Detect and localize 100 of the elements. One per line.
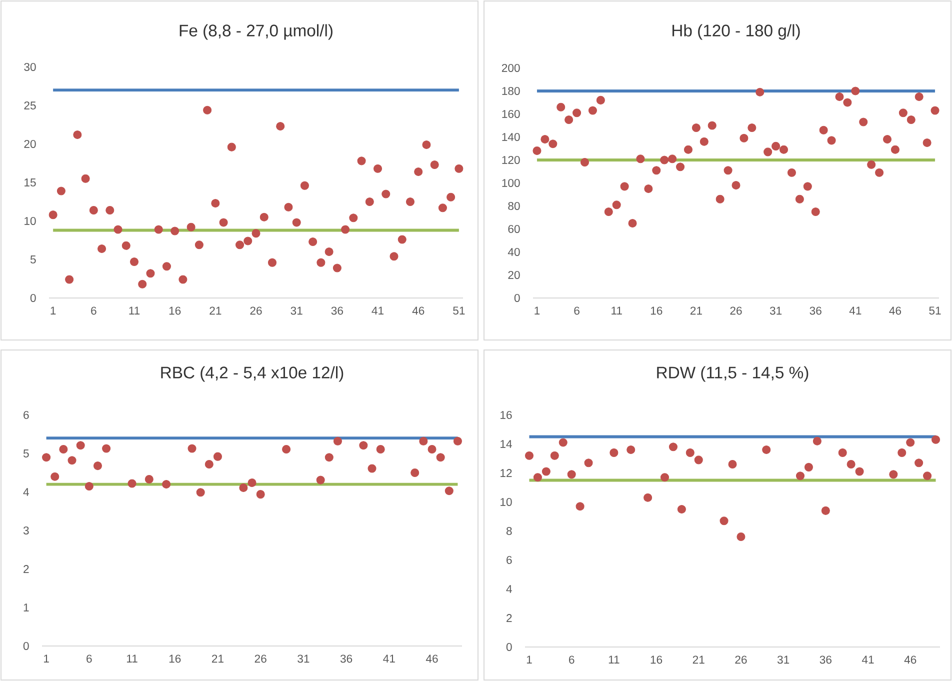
point bbox=[204, 460, 214, 469]
point bbox=[203, 106, 212, 114]
point bbox=[213, 452, 222, 461]
point bbox=[700, 137, 708, 146]
point bbox=[93, 462, 102, 470]
point bbox=[239, 483, 248, 492]
x-tick-label: 16 bbox=[169, 306, 181, 315]
point bbox=[812, 436, 822, 446]
point bbox=[76, 441, 85, 450]
y-tick-label: 80 bbox=[508, 202, 520, 210]
y-tick-label: 10 bbox=[24, 216, 36, 225]
point bbox=[567, 470, 576, 479]
point bbox=[532, 146, 542, 156]
point bbox=[819, 126, 828, 134]
point bbox=[284, 202, 293, 212]
y-tick-label: 30 bbox=[24, 62, 36, 71]
point bbox=[668, 442, 678, 452]
point bbox=[556, 102, 566, 112]
point bbox=[438, 204, 447, 212]
point bbox=[68, 456, 76, 465]
point bbox=[410, 468, 420, 478]
point bbox=[779, 145, 788, 154]
y-tick-label: 0 bbox=[30, 294, 36, 302]
x-tick-label: 16 bbox=[169, 654, 181, 663]
point bbox=[73, 130, 82, 140]
point bbox=[756, 88, 764, 96]
point bbox=[827, 136, 836, 145]
point bbox=[365, 197, 374, 206]
point bbox=[668, 154, 677, 164]
point bbox=[692, 124, 700, 132]
x-tick-label: 1 bbox=[526, 656, 532, 664]
x-tick-label: 36 bbox=[340, 654, 352, 663]
point bbox=[235, 240, 244, 250]
point bbox=[144, 475, 154, 484]
x-tick-label: 41 bbox=[849, 306, 862, 314]
point bbox=[300, 181, 309, 190]
point bbox=[558, 438, 568, 447]
point bbox=[324, 453, 334, 462]
point bbox=[604, 207, 613, 216]
point bbox=[660, 156, 669, 164]
point bbox=[524, 451, 534, 460]
point bbox=[42, 453, 51, 462]
point bbox=[906, 438, 915, 447]
x-tick-label: 31 bbox=[298, 654, 310, 663]
y-tick-label: 15 bbox=[24, 178, 36, 186]
x-tick-label: 41 bbox=[383, 654, 395, 662]
point bbox=[349, 214, 358, 222]
point bbox=[48, 210, 58, 220]
point bbox=[636, 154, 645, 164]
point bbox=[588, 106, 597, 115]
point bbox=[341, 225, 350, 234]
x-tick-label: 6 bbox=[569, 656, 574, 664]
point bbox=[914, 92, 924, 102]
point bbox=[376, 444, 385, 454]
point bbox=[324, 248, 334, 256]
point bbox=[50, 472, 60, 481]
point bbox=[684, 145, 693, 154]
x-tick-label: 31 bbox=[290, 306, 302, 315]
point bbox=[382, 190, 390, 198]
x-tick-label: 11 bbox=[608, 656, 620, 664]
point bbox=[838, 448, 847, 457]
point bbox=[248, 478, 256, 488]
point bbox=[65, 275, 74, 284]
x-tick-label: 1 bbox=[44, 654, 49, 662]
point bbox=[748, 124, 756, 132]
point bbox=[146, 269, 155, 278]
point bbox=[428, 444, 436, 454]
point bbox=[138, 280, 147, 288]
y-tick-label: 160 bbox=[502, 110, 520, 118]
point bbox=[444, 486, 454, 496]
x-tick-label: 36 bbox=[810, 306, 822, 315]
point bbox=[332, 264, 342, 272]
y-tick-label: 25 bbox=[24, 101, 36, 110]
point bbox=[162, 480, 171, 489]
point bbox=[373, 164, 382, 173]
point bbox=[368, 464, 376, 473]
point bbox=[620, 182, 629, 191]
point bbox=[772, 142, 780, 150]
x-tick-label: 51 bbox=[453, 306, 465, 315]
x-tick-label: 26 bbox=[735, 656, 747, 664]
point bbox=[576, 502, 584, 511]
y-tick-label: 2 bbox=[506, 614, 512, 622]
x-tick-label: 6 bbox=[86, 654, 92, 663]
y-tick-label: 180 bbox=[502, 86, 520, 95]
point bbox=[170, 226, 180, 236]
point bbox=[867, 160, 876, 169]
point bbox=[898, 108, 908, 118]
y-tick-label: 6 bbox=[506, 556, 512, 564]
y-tick-label: 120 bbox=[502, 156, 520, 164]
point bbox=[268, 258, 277, 267]
point bbox=[219, 218, 228, 227]
point bbox=[178, 275, 188, 284]
point bbox=[803, 182, 812, 191]
point bbox=[612, 200, 621, 210]
point bbox=[882, 135, 892, 144]
x-tick-label: 21 bbox=[692, 656, 704, 664]
chart-title: Fe (8,8 - 27,0 µmol/l) bbox=[180, 24, 332, 40]
point bbox=[716, 194, 724, 204]
y-tick-label: 20 bbox=[508, 270, 520, 279]
y-tick-label: 6 bbox=[24, 410, 29, 419]
